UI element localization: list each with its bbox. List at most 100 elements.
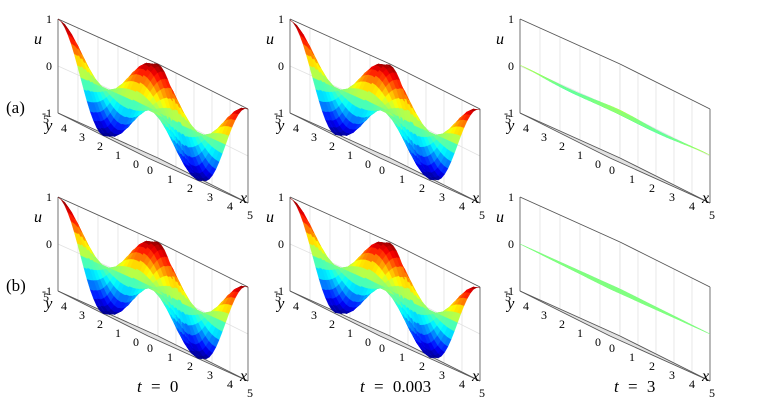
x-tick-label: 2: [187, 359, 193, 373]
z-tick-label: 1: [46, 12, 52, 26]
floor-grid-line: [555, 308, 657, 355]
floor-grid-line: [361, 148, 463, 195]
y-axis-label: y: [275, 296, 285, 313]
surface-patch: [57, 18, 65, 25]
x-axis-label: x: [701, 190, 709, 207]
z-axis-label: u: [34, 31, 42, 48]
x-tick-label: 2: [419, 181, 425, 195]
y-tick-label: 1: [115, 148, 121, 162]
y-tick-label: 4: [61, 299, 67, 313]
floor-grid-line: [75, 121, 177, 168]
surface-patch: [293, 22, 301, 31]
y-axis-line: [289, 112, 381, 159]
y-tick-label: 2: [97, 317, 103, 331]
box-edge: [519, 112, 621, 159]
x-tick-label: 3: [439, 368, 445, 382]
z-tick-label: 0: [508, 59, 514, 73]
x-tick-label: 0: [609, 163, 615, 177]
y-axis-line: [519, 112, 611, 159]
x-axis-label: x: [471, 190, 479, 207]
y-tick-label: 4: [293, 299, 299, 313]
x-tick-label: 3: [207, 190, 213, 204]
floor-grid-line: [325, 130, 427, 177]
y-tick-label: 3: [79, 308, 85, 322]
z-tick-label: 0: [278, 237, 284, 251]
x-axis-label: x: [471, 368, 479, 385]
floor-grid-line: [537, 299, 639, 346]
z-tick-label: 0: [46, 237, 52, 251]
x-tick-label: 1: [629, 172, 635, 186]
y-tick-label: 2: [329, 317, 335, 331]
y-tick-label: 0: [133, 157, 139, 171]
floor-grid-line: [93, 130, 195, 177]
box-edge: [519, 18, 621, 65]
y-tick-label: 2: [559, 139, 565, 153]
row-label-b: (b): [6, 276, 26, 295]
x-tick-label: 0: [147, 341, 153, 355]
y-tick-label: 1: [347, 148, 353, 162]
floor-grid-line: [573, 139, 675, 186]
x-tick-label: 4: [227, 377, 233, 391]
y-tick-label: 0: [595, 157, 601, 171]
box-edge: [389, 63, 481, 110]
x-tick-label: 0: [147, 163, 153, 177]
box-edge: [289, 112, 391, 159]
panels-group: -101u012345x012345y-101u012345x012345y-1…: [34, 12, 715, 400]
y-tick-label: 0: [365, 157, 371, 171]
surface-mesh: [289, 19, 481, 181]
z-tick-label: 0: [46, 59, 52, 73]
x-tick-label: 1: [399, 172, 405, 186]
z-tick-label: 1: [278, 12, 284, 26]
box-edge: [389, 157, 481, 204]
x-tick-label: 3: [669, 190, 675, 204]
z-axis-label: u: [34, 209, 42, 226]
y-tick-label: 2: [329, 139, 335, 153]
x-tick-label: 5: [247, 208, 253, 222]
y-tick-label: 5: [43, 112, 49, 126]
z-axis-label: u: [266, 209, 274, 226]
x-tick-label: 1: [167, 172, 173, 186]
floor-grid-line: [537, 121, 639, 168]
y-tick-label: 3: [79, 130, 85, 144]
y-tick-label: 4: [523, 121, 529, 135]
z-axis-label: u: [496, 31, 504, 48]
x-axis-label: x: [239, 368, 247, 385]
y-tick-label: 1: [347, 326, 353, 340]
x-tick-label: 2: [649, 181, 655, 195]
y-axis-label: y: [505, 118, 515, 135]
x-tick-label: 4: [227, 199, 233, 213]
x-tick-label: 1: [167, 350, 173, 364]
floor-grid-line: [555, 130, 657, 177]
box-edge: [289, 18, 391, 65]
x-tick-label: 0: [379, 163, 385, 177]
x-tick-label: 4: [459, 199, 465, 213]
box-edge: [157, 63, 249, 110]
y-axis-label: y: [43, 118, 53, 135]
z-tick-label: 1: [508, 12, 514, 26]
z-tick-label: 1: [278, 190, 284, 204]
x-tick-label: 1: [399, 350, 405, 364]
floor-grid-line: [573, 317, 675, 364]
y-axis-line: [519, 290, 611, 337]
z-tick-label: 1: [46, 190, 52, 204]
box-edge: [519, 196, 621, 243]
y-tick-label: 0: [365, 335, 371, 349]
box-edge: [57, 18, 159, 65]
y-tick-label: 4: [61, 121, 67, 135]
x-axis-line: [609, 157, 711, 204]
x-tick-label: 0: [379, 341, 385, 355]
y-tick-label: 3: [311, 130, 317, 144]
x-tick-label: 5: [247, 386, 253, 400]
y-axis-label: y: [275, 118, 285, 135]
x-tick-label: 3: [207, 368, 213, 382]
floor-grid-line: [307, 299, 409, 346]
box-edge: [519, 290, 621, 337]
floor-grid-line: [307, 121, 409, 168]
surface-mesh: [57, 18, 249, 182]
